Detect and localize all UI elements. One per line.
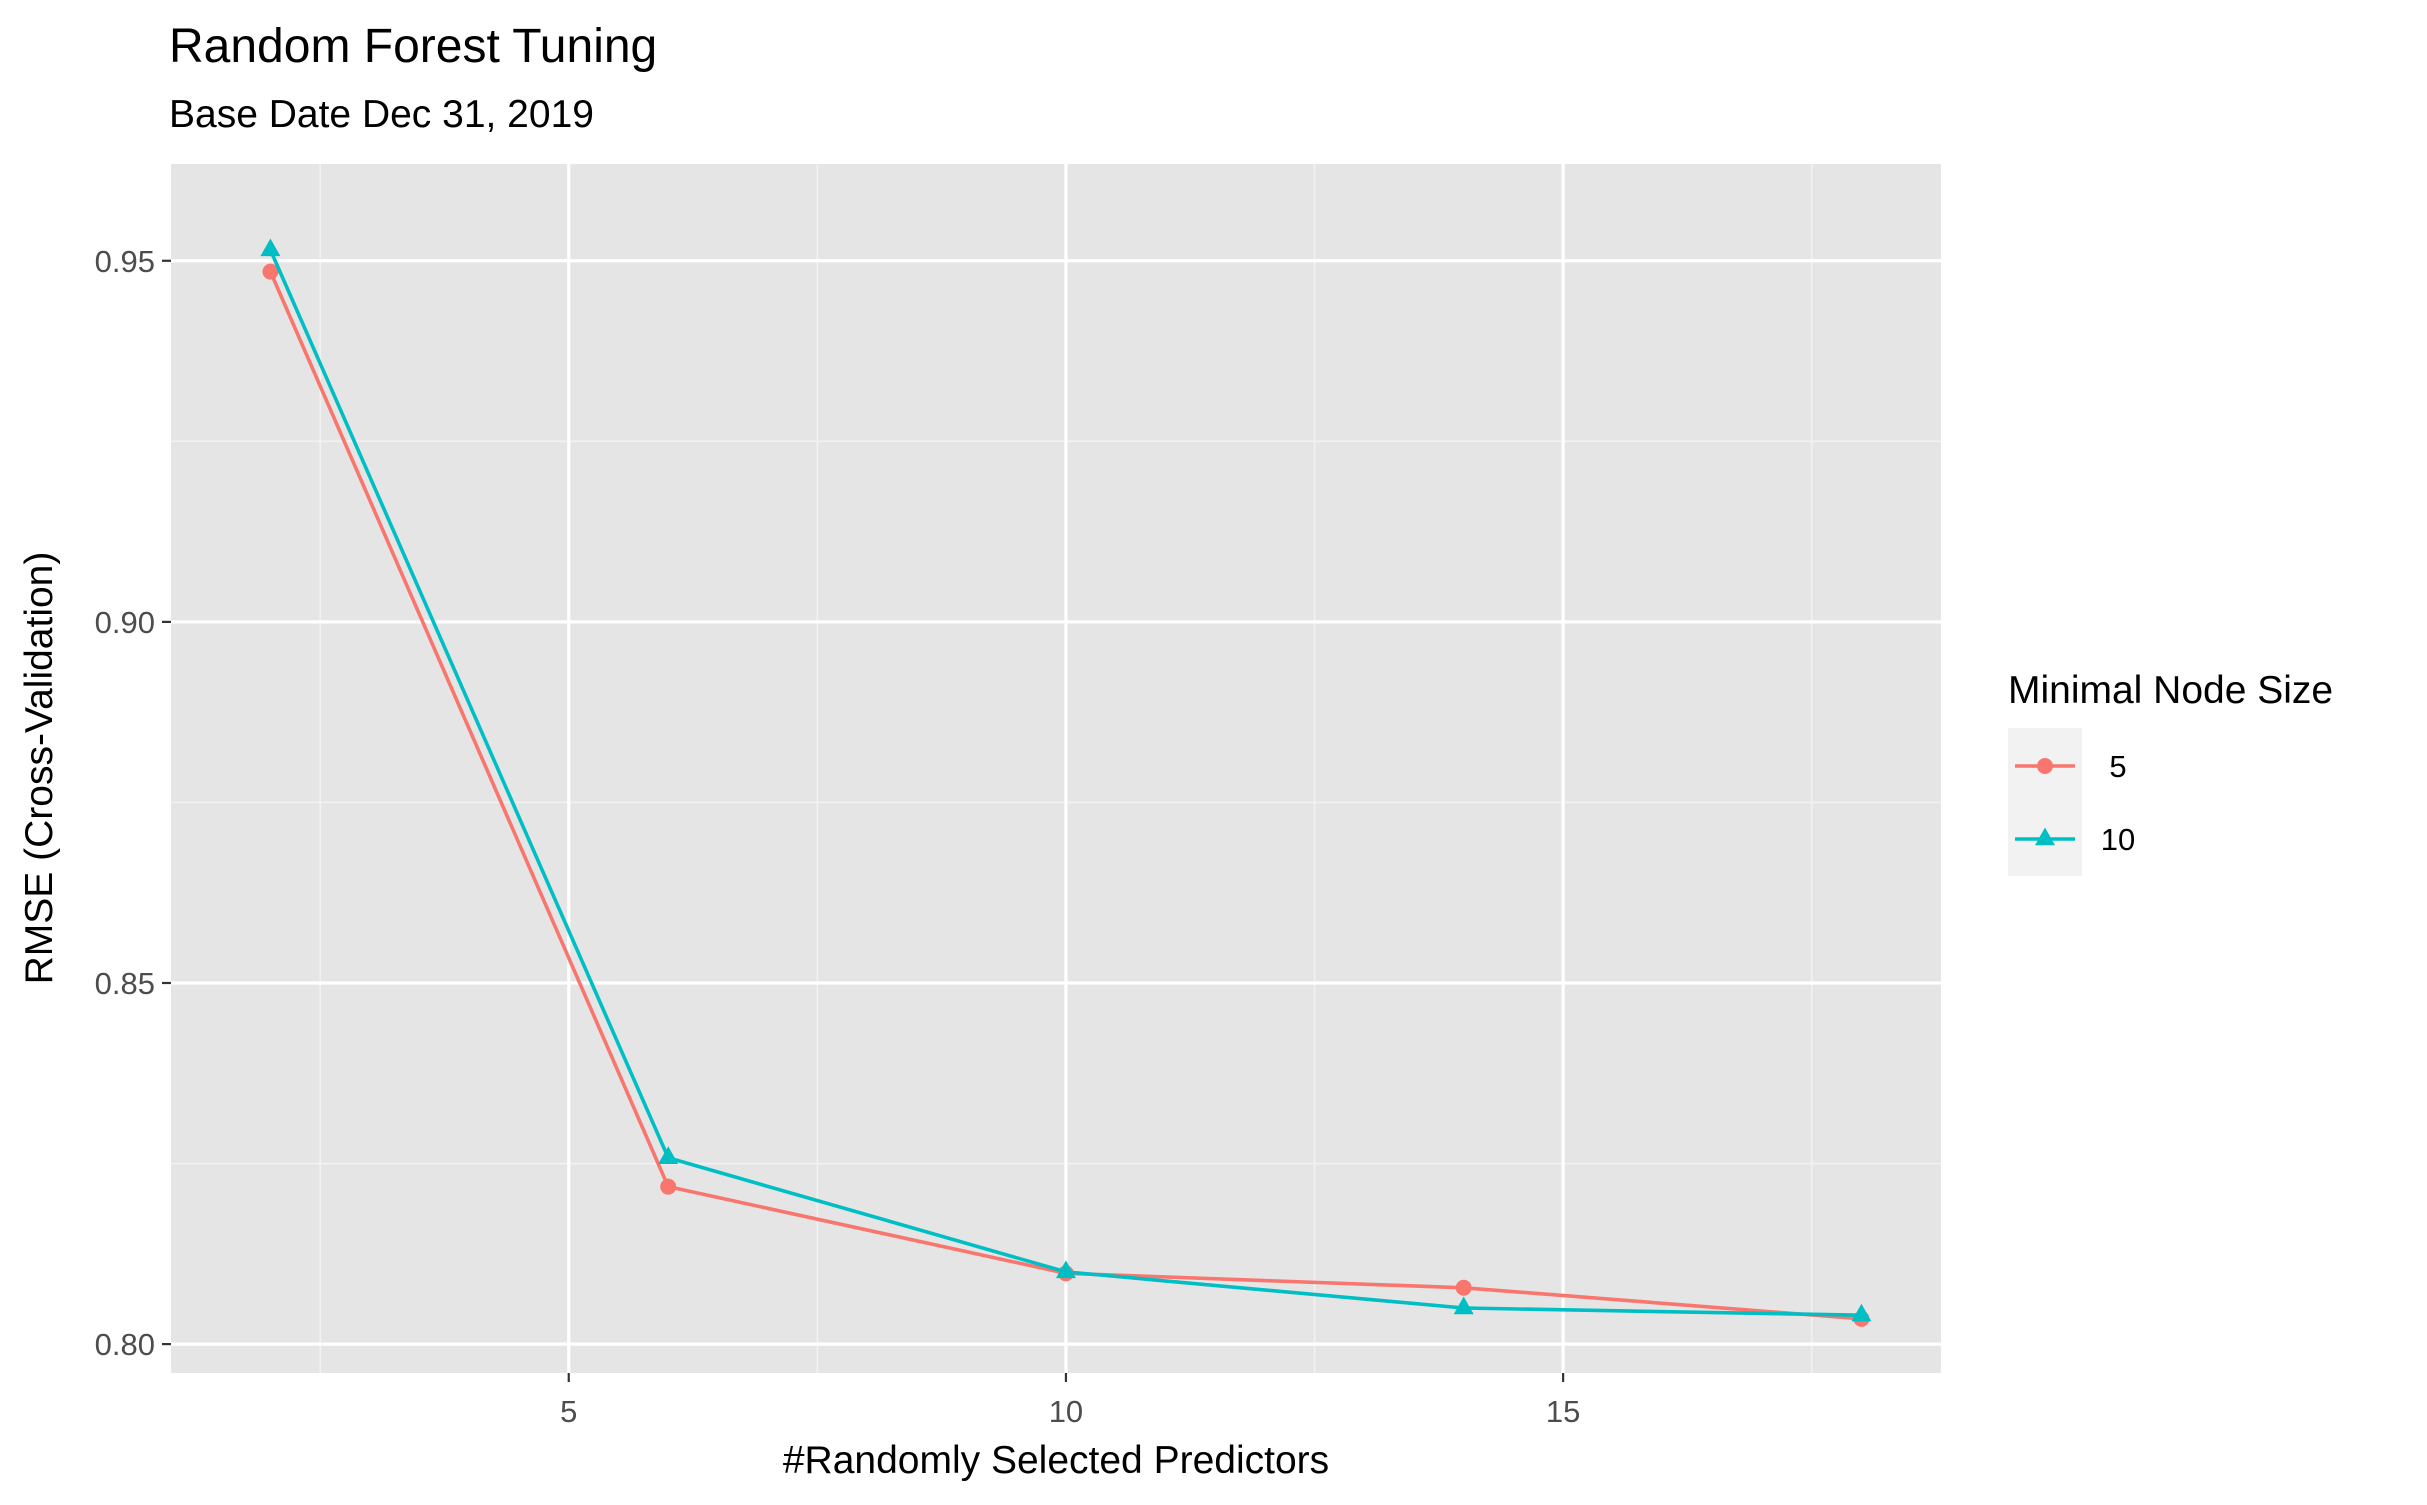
data-point <box>660 1178 677 1195</box>
legend-item: 10 <box>2015 822 2135 857</box>
data-point <box>1851 1303 1872 1322</box>
y-tick-label: 0.90 <box>95 605 155 640</box>
legend-items: 5 10 <box>2015 749 2135 857</box>
grid-major <box>171 164 1941 1373</box>
data-point <box>1453 1296 1474 1315</box>
data-point <box>658 1146 679 1164</box>
legend-key-background <box>2008 728 2082 876</box>
x-tick-label: 5 <box>560 1394 577 1429</box>
y-axis-title: RMSE (Cross-Validation) <box>18 552 61 985</box>
data-point <box>1455 1279 1472 1296</box>
x-tick-label: 10 <box>1049 1394 1083 1429</box>
data-point <box>260 238 281 257</box>
legend-label: 10 <box>2101 822 2135 857</box>
x-axis-title: #Randomly Selected Predictors <box>783 1439 1329 1482</box>
data-point <box>1055 1260 1076 1279</box>
data-point <box>262 263 279 280</box>
legend-key-marker <box>2037 758 2053 774</box>
x-tick-label: 15 <box>1546 1394 1580 1429</box>
chart-title: Random Forest Tuning <box>169 20 657 73</box>
chart-subtitle: Base Date Dec 31, 2019 <box>169 93 594 136</box>
legend: Minimal Node Size 5 10 <box>2008 669 2333 876</box>
y-tick-label: 0.85 <box>95 966 155 1001</box>
y-tick-label: 0.80 <box>95 1327 155 1362</box>
axes-layer: 5 10 15 0.80 0.85 0.90 0.95 <box>95 244 1581 1429</box>
series-10 <box>260 238 1872 1322</box>
legend-label: 5 <box>2109 749 2126 784</box>
y-tick-label: 0.95 <box>95 244 155 279</box>
series-layer <box>260 238 1872 1327</box>
legend-title: Minimal Node Size <box>2008 669 2333 712</box>
plot-panel <box>171 164 1941 1373</box>
legend-item: 5 <box>2015 749 2127 784</box>
legend-key-marker <box>2035 827 2055 846</box>
